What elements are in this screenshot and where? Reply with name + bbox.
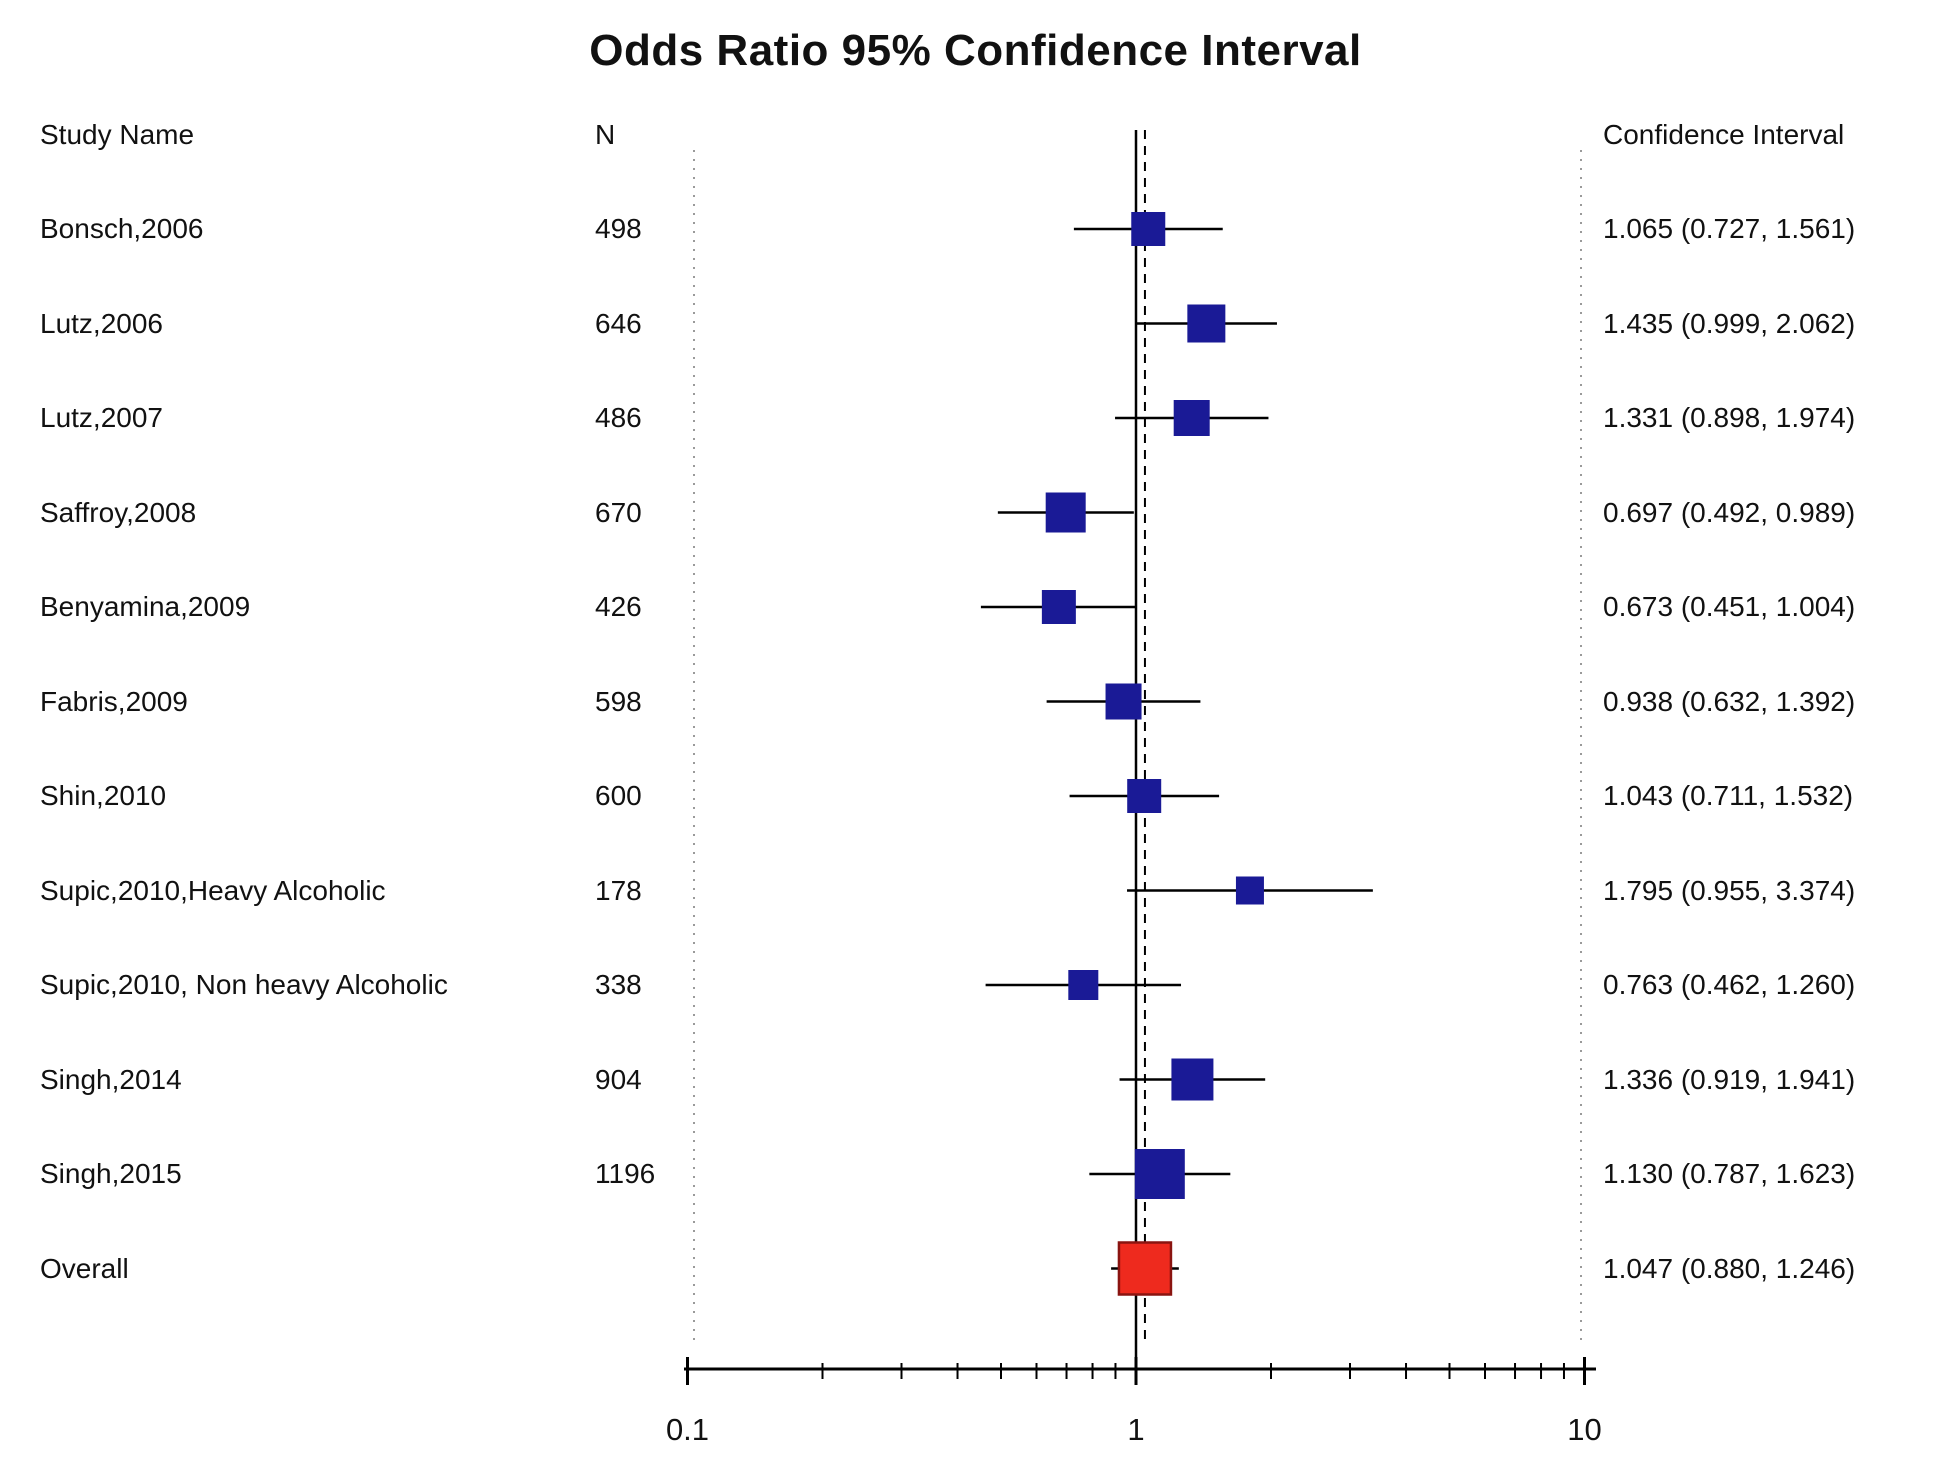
chart-title: Odds Ratio 95% Confidence Interval	[589, 26, 1362, 75]
column-header-study-name: Study Name	[40, 119, 195, 150]
study-name-label: Singh,2015	[40, 1158, 182, 1189]
column-header-confidence-interval: Confidence Interval	[1603, 119, 1845, 150]
study-marker	[1068, 970, 1099, 1000]
study-ci-text: 1.331 (0.898, 1.974)	[1603, 402, 1856, 433]
study-marker	[1105, 683, 1142, 720]
study-n-value: 1196	[595, 1158, 656, 1189]
study-name-label: Bonsch,2006	[40, 213, 204, 244]
study-name-label: Shin,2010	[40, 780, 167, 811]
study-name-label: Lutz,2007	[40, 402, 163, 433]
study-ci-text: 0.763 (0.462, 1.260)	[1603, 969, 1856, 1000]
study-ci-text: 1.795 (0.955, 3.374)	[1603, 874, 1856, 906]
study-n-value: 426	[595, 591, 642, 622]
study-marker	[1127, 779, 1162, 813]
study-n-value: 598	[595, 685, 642, 717]
study-marker	[1187, 304, 1226, 343]
study-ci-text: 1.336 (0.919, 1.941)	[1603, 1063, 1856, 1095]
column-header-n: N	[595, 119, 616, 150]
study-name-label: Singh,2014	[40, 1063, 182, 1095]
study-name-label: Saffroy,2008	[40, 496, 197, 528]
study-ci-text: 0.938 (0.632, 1.392)	[1603, 685, 1856, 717]
study-ci-text: 0.697 (0.492, 0.989)	[1603, 496, 1856, 528]
study-name-label: Overall	[40, 1252, 129, 1284]
study-marker	[1045, 492, 1086, 533]
study-n-value: 498	[595, 213, 642, 244]
study-n-value: 486	[595, 402, 642, 433]
study-name-label: Benyamina,2009	[40, 591, 251, 622]
study-n-value: 600	[595, 780, 642, 811]
study-marker	[1173, 400, 1210, 436]
study-n-value: 904	[595, 1063, 642, 1095]
study-ci-text: 1.130 (0.787, 1.623)	[1603, 1158, 1856, 1189]
study-name-label: Lutz,2006	[40, 307, 163, 339]
study-marker	[1131, 212, 1166, 246]
study-n-value: 338	[595, 969, 642, 1000]
overall-marker	[1117, 1241, 1173, 1296]
x-axis-tick-label: 1	[1127, 1412, 1144, 1447]
study-ci-text: 1.435 (0.999, 2.062)	[1603, 307, 1856, 339]
x-axis-tick-label: 10	[1567, 1412, 1601, 1447]
study-n-value: 178	[595, 874, 642, 906]
study-n-value: 670	[595, 496, 642, 528]
study-marker	[1171, 1058, 1214, 1101]
study-ci-text: 0.673 (0.451, 1.004)	[1603, 591, 1856, 622]
study-marker	[1041, 590, 1076, 624]
study-marker	[1235, 876, 1264, 905]
x-axis-tick-label: 0.1	[666, 1412, 709, 1447]
study-marker	[1134, 1149, 1185, 1199]
study-name-label: Fabris,2009	[40, 685, 188, 717]
study-ci-text: 1.047 (0.880, 1.246)	[1603, 1252, 1856, 1284]
study-ci-text: 1.065 (0.727, 1.561)	[1603, 213, 1856, 244]
study-n-value: 646	[595, 307, 642, 339]
study-name-label: Supic,2010,Heavy Alcoholic	[40, 874, 386, 906]
study-ci-text: 1.043 (0.711, 1.532)	[1603, 780, 1854, 811]
study-name-label: Supic,2010, Non heavy Alcoholic	[40, 969, 448, 1000]
